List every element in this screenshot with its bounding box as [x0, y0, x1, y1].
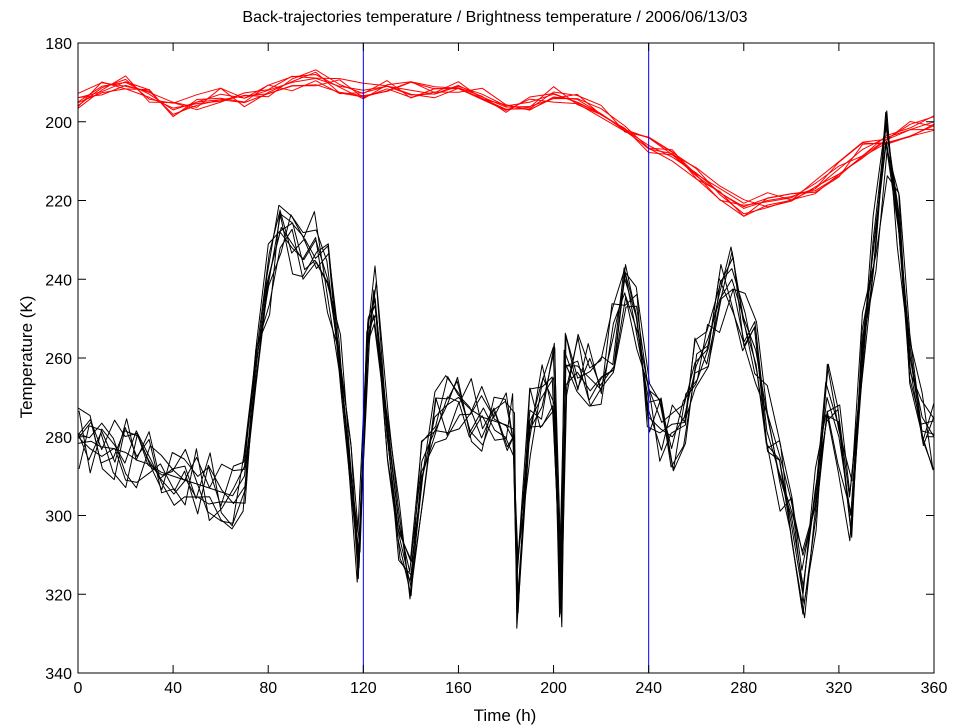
- y-tick-label: 180: [45, 36, 72, 53]
- vertical-marker-lines: [362, 43, 650, 673]
- brightness-series-line-1: [77, 140, 935, 595]
- y-tick-label: 240: [45, 272, 72, 289]
- chart-title: Back-trajectories temperature / Brightne…: [242, 9, 747, 26]
- brightness-series-line-9: [77, 175, 935, 618]
- y-tick-label: 220: [45, 194, 72, 211]
- axis-ticks: 0 40 80 120 160 200 240 280 320 360 180 200 220 240 26…: [45, 36, 947, 697]
- trajectory-series-line-5: [77, 74, 935, 217]
- brightness-series-line-7: [78, 122, 935, 629]
- y-tick-label: 340: [45, 666, 72, 683]
- x-tick-label: 160: [445, 680, 472, 697]
- brightness-series-line-8: [77, 111, 935, 575]
- y-tick-label: 260: [45, 351, 72, 368]
- trajectory-series-line-7: [77, 75, 935, 208]
- y-tick-label: 200: [45, 115, 72, 132]
- brightness-series-line-2: [77, 149, 935, 608]
- x-tick-label: 0: [74, 680, 83, 697]
- brightness-series-line-4: [78, 110, 934, 611]
- y-axis-label: Temperature (K): [17, 296, 36, 419]
- x-axis-label: Time (h): [474, 706, 537, 725]
- trajectory-series-line-3: [77, 71, 935, 204]
- brightness-series-line-5: [78, 121, 935, 628]
- x-tick-label: 120: [350, 680, 377, 697]
- y-tick-label: 280: [45, 430, 72, 447]
- y-tick-label: 300: [45, 509, 72, 526]
- x-tick-label: 280: [730, 680, 757, 697]
- x-tick-label: 240: [635, 680, 662, 697]
- x-tick-label: 200: [540, 680, 567, 697]
- x-tick-label: 320: [826, 680, 853, 697]
- x-tick-label: 360: [921, 680, 948, 697]
- y-tick-label: 320: [45, 587, 72, 604]
- x-tick-label: 80: [259, 680, 277, 697]
- plot-area-frame: [77, 42, 935, 674]
- trajectory-series-line-8: [77, 81, 935, 206]
- trajectory-series-line-1: [77, 77, 935, 209]
- x-tick-label: 40: [164, 680, 182, 697]
- trajectory-series-line-6: [77, 69, 935, 215]
- series-layer: [77, 69, 935, 629]
